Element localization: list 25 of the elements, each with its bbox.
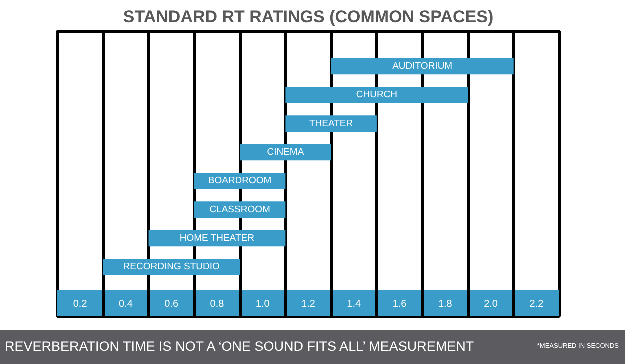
x-tick-label: 0.4 xyxy=(119,298,134,310)
chart-title: STANDARD RT RATINGS (COMMON SPACES) xyxy=(123,8,494,26)
bar xyxy=(286,86,468,104)
y-tick-label: BOARDROOM xyxy=(208,176,272,187)
bar xyxy=(331,58,514,75)
y-tick-label: CINEMA xyxy=(267,146,305,158)
y-tick-label: CLASSROOM xyxy=(210,204,270,216)
x-tick-label: 0.8 xyxy=(210,298,225,310)
bar xyxy=(240,144,332,161)
x-tick-label: 1.6 xyxy=(392,298,408,310)
x-tick-label: 1.4 xyxy=(347,298,362,310)
x-tick-label: 1.2 xyxy=(302,298,316,310)
y-tick-label: RECORDING STUDIO xyxy=(123,262,220,273)
y-tick-label: THEATER xyxy=(310,118,354,130)
bar xyxy=(286,116,377,132)
x-tick-label: 0.2 xyxy=(73,298,88,310)
y-tick-label: CHURCH xyxy=(356,90,398,101)
x-tick-label: 1.8 xyxy=(438,298,453,310)
x-tick-label: 2.0 xyxy=(484,298,498,310)
x-tick-label: 0.6 xyxy=(164,298,179,310)
x-tick-label: 1.0 xyxy=(256,298,270,310)
x-tick-label: 2.2 xyxy=(530,298,544,310)
y-tick-label: HOME THEATER xyxy=(180,233,255,244)
y-tick-label: AUDITORIUM xyxy=(392,60,453,72)
text: REVERBERATION TIME IS NOT A ‘ONE SOUND FITS ALL’ MEASUREMENT xyxy=(5,339,474,354)
